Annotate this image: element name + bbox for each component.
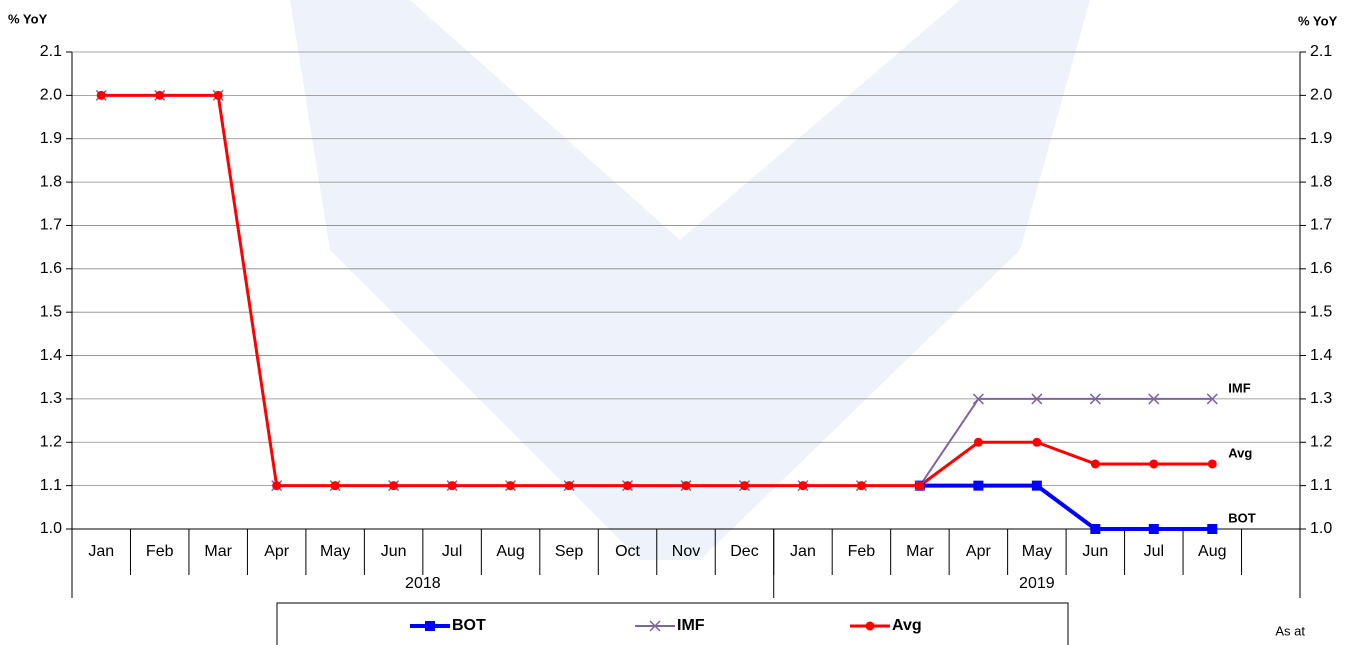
y-tick-label: 1.2 <box>40 433 62 450</box>
y2-tick-label: 1.3 <box>1310 390 1332 407</box>
marker <box>425 621 435 631</box>
marker <box>857 481 866 490</box>
x-tick-label: Aug <box>496 543 524 560</box>
x-tick-label: Feb <box>848 543 876 560</box>
marker <box>97 91 106 100</box>
x-tick-label: Aug <box>1198 543 1226 560</box>
marker <box>1090 524 1100 534</box>
x-tick-label: Apr <box>264 543 290 560</box>
marker <box>1032 438 1041 447</box>
annotation: As at <box>1275 623 1305 638</box>
y2-tick-label: 2.0 <box>1310 87 1332 104</box>
end-label: BOT <box>1228 510 1256 525</box>
x-tick-label: Jun <box>381 543 407 560</box>
legend-label: Avg <box>892 617 922 634</box>
y-tick-label: 1.6 <box>40 260 62 277</box>
legend-label: BOT <box>452 617 486 634</box>
y-tick-label: 1.0 <box>40 520 62 537</box>
x-tick-label: May <box>1022 543 1052 560</box>
marker <box>331 481 340 490</box>
marker <box>623 481 632 490</box>
y2-tick-label: 1.7 <box>1310 217 1332 234</box>
x-tick-label: Sep <box>555 543 584 560</box>
marker <box>682 481 691 490</box>
y-tick-label: 1.9 <box>40 130 62 147</box>
watermark <box>290 0 1090 560</box>
end-label: IMF <box>1228 380 1250 395</box>
y2-tick-label: 2.1 <box>1310 43 1332 60</box>
marker <box>272 481 281 490</box>
y-tick-label: 1.1 <box>40 477 62 494</box>
marker <box>1149 459 1158 468</box>
y-axis-label: % YoY <box>8 11 48 26</box>
x-tick-label: Mar <box>204 543 232 560</box>
marker <box>798 481 807 490</box>
y-tick-label: 1.7 <box>40 217 62 234</box>
y2-tick-label: 1.9 <box>1310 130 1332 147</box>
y2-axis-label: % YoY <box>1298 13 1338 28</box>
marker <box>915 481 924 490</box>
watermark-shape <box>290 0 1090 560</box>
marker <box>866 622 875 631</box>
marker <box>1149 524 1159 534</box>
x-tick-label: Apr <box>966 543 992 560</box>
x-tick-label: Mar <box>906 543 934 560</box>
y2-tick-label: 1.1 <box>1310 477 1332 494</box>
group-label: 2018 <box>405 575 441 592</box>
marker <box>974 438 983 447</box>
y-tick-label: 2.1 <box>40 43 62 60</box>
end-label: Avg <box>1228 445 1252 460</box>
group-label: 2019 <box>1019 575 1055 592</box>
x-tick-label: Jul <box>442 543 462 560</box>
marker <box>1207 524 1217 534</box>
x-tick-label: Jan <box>88 543 114 560</box>
marker <box>740 481 749 490</box>
x-tick-label: Dec <box>730 543 758 560</box>
x-tick-label: Feb <box>146 543 174 560</box>
marker <box>448 481 457 490</box>
y2-tick-label: 1.5 <box>1310 303 1332 320</box>
x-tick-label: Nov <box>672 543 700 560</box>
chart: % YoY % YoY As at 1.0 1.1 1.2 1.3 1.4 1.5 1.6 1… <box>0 0 1371 645</box>
y2-tick-label: 1.0 <box>1310 520 1332 537</box>
marker <box>1208 459 1217 468</box>
marker <box>565 481 574 490</box>
x-tick-label: Jul <box>1144 543 1164 560</box>
marker <box>155 91 164 100</box>
marker <box>506 481 515 490</box>
y-tick-label: 1.5 <box>40 303 62 320</box>
marker <box>973 481 983 491</box>
y-tick-label: 1.3 <box>40 390 62 407</box>
x-tick-label: Jan <box>790 543 816 560</box>
marker <box>389 481 398 490</box>
y2-tick-label: 1.4 <box>1310 347 1332 364</box>
marker <box>214 91 223 100</box>
y2-tick-label: 1.2 <box>1310 433 1332 450</box>
x-tick-label: Oct <box>615 543 640 560</box>
x-tick-label: Jun <box>1082 543 1108 560</box>
legend-label: IMF <box>677 617 705 634</box>
y-tick-label: 1.4 <box>40 347 62 364</box>
legend-box <box>277 603 1068 645</box>
y-tick-label: 2.0 <box>40 87 62 104</box>
series-line <box>920 486 1212 529</box>
x-tick-label: May <box>320 543 350 560</box>
y2-tick-label: 1.6 <box>1310 260 1332 277</box>
y2-tick-label: 1.8 <box>1310 173 1332 190</box>
marker <box>1032 481 1042 491</box>
marker <box>1091 459 1100 468</box>
y-tick-label: 1.8 <box>40 173 62 190</box>
